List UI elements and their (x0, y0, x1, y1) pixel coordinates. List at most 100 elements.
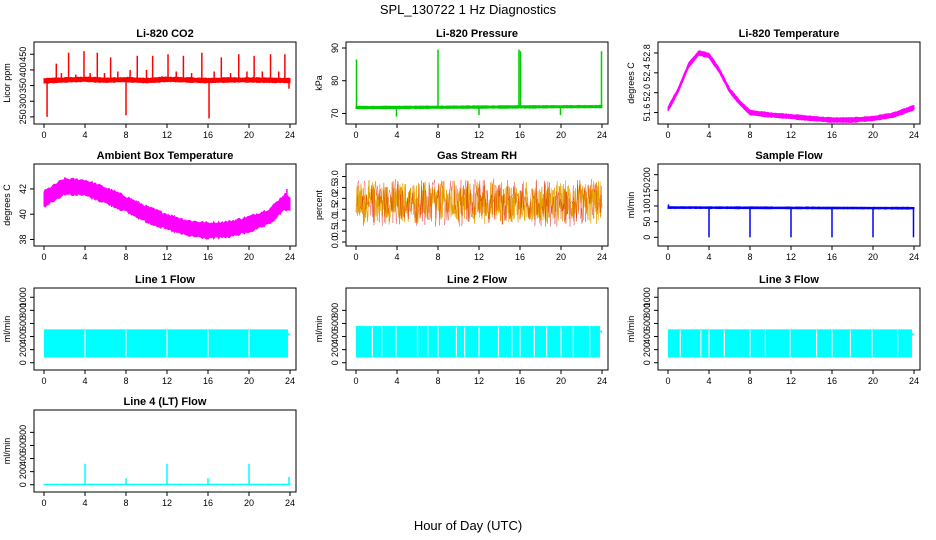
series-band (356, 326, 600, 358)
x-tick-label: 12 (474, 376, 484, 386)
y-tick-label: 1000 (18, 287, 28, 307)
x-tick-label: 8 (123, 376, 128, 386)
x-tick-label: 8 (123, 498, 128, 508)
x-tick-label: 24 (285, 252, 295, 262)
x-tick-label: 12 (474, 252, 484, 262)
x-tick-label: 12 (786, 130, 796, 140)
y-tick-label: 70 (330, 108, 340, 118)
y-tick-label: 1.0 (330, 214, 340, 227)
y-axis-label: ml/min (2, 438, 12, 465)
x-tick-label: 16 (203, 130, 213, 140)
x-tick-label: 8 (123, 130, 128, 140)
x-tick-label: 12 (162, 252, 172, 262)
x-tick-label: 20 (556, 376, 566, 386)
x-tick-label: 24 (597, 376, 607, 386)
plot-frame (345, 41, 609, 125)
y-tick-label: 1.5 (330, 203, 340, 216)
x-tick-label: 16 (203, 376, 213, 386)
x-tick-label: 20 (868, 130, 878, 140)
y-tick-label: 800 (642, 303, 652, 318)
chart-title: Li-820 Temperature (739, 28, 840, 40)
x-tick-label: 20 (868, 376, 878, 386)
chart-title: Li-820 Pressure (436, 28, 518, 40)
x-tick-label: 4 (82, 498, 87, 508)
y-axis-label: ml/min (314, 316, 324, 343)
y-tick-label: 150 (642, 183, 652, 198)
x-tick-label: 4 (706, 252, 711, 262)
x-tick-label: 24 (909, 376, 919, 386)
x-tick-label: 24 (597, 252, 607, 262)
y-axis-label: degrees C (626, 62, 636, 104)
x-tick-label: 24 (285, 498, 295, 508)
y-axis-label: kPa (314, 75, 324, 91)
x-tick-label: 0 (353, 130, 358, 140)
y-axis-label: degrees C (2, 184, 12, 226)
y-tick-label: 0.0 (330, 236, 340, 249)
x-tick-label: 20 (244, 498, 254, 508)
page-title: SPL_130722 1 Hz Diagnostics (379, 2, 557, 17)
chart-title: Line 3 Flow (759, 274, 819, 286)
y-tick-label: 52.0 (642, 84, 652, 102)
x-tick-label: 12 (162, 376, 172, 386)
y-tick-label: 300 (18, 94, 28, 109)
x-tick-label: 8 (435, 252, 440, 262)
chart-title: Line 4 (LT) Flow (124, 396, 207, 408)
y-tick-label: 3.0 (330, 170, 340, 183)
y-tick-label: 0 (642, 360, 652, 365)
series-line-secondary (355, 178, 603, 227)
y-tick-label: 800 (18, 425, 28, 440)
x-tick-label: 12 (786, 252, 796, 262)
y-tick-label: 400 (642, 329, 652, 344)
y-axis-label: Licor ppm (2, 63, 12, 103)
x-tick-label: 16 (515, 130, 525, 140)
series-band (667, 50, 915, 123)
chart-title: Line 2 Flow (447, 274, 507, 286)
plot-frame (33, 287, 297, 371)
x-tick-label: 0 (665, 376, 670, 386)
y-tick-label: 0 (642, 235, 652, 240)
x-tick-label: 8 (123, 252, 128, 262)
y-tick-label: 42 (18, 184, 28, 194)
x-tick-label: 20 (556, 252, 566, 262)
x-tick-label: 8 (747, 252, 752, 262)
x-tick-label: 16 (203, 252, 213, 262)
y-tick-label: 200 (330, 342, 340, 357)
y-tick-label: 40 (18, 209, 28, 219)
x-tick-label: 0 (353, 252, 358, 262)
x-tick-label: 8 (747, 376, 752, 386)
x-tick-label: 4 (394, 130, 399, 140)
x-tick-label: 4 (706, 376, 711, 386)
y-tick-label: 0 (18, 482, 28, 487)
x-tick-label: 8 (435, 130, 440, 140)
chart-title: Ambient Box Temperature (97, 150, 234, 162)
y-axis-label: ml/min (626, 192, 636, 219)
y-tick-label: 200 (642, 167, 652, 182)
y-axis-label: ml/min (626, 316, 636, 343)
x-tick-label: 0 (41, 376, 46, 386)
series-band (43, 176, 291, 240)
x-tick-label: 4 (394, 376, 399, 386)
x-tick-label: 20 (244, 376, 254, 386)
y-axis-label: ml/min (2, 316, 12, 343)
chart-title: Sample Flow (755, 150, 823, 162)
plot-frame (33, 41, 297, 125)
plot-frame (657, 287, 921, 371)
x-tick-label: 12 (162, 130, 172, 140)
x-tick-label: 4 (394, 252, 399, 262)
plot-frame (345, 163, 609, 247)
x-tick-label: 0 (41, 498, 46, 508)
x-tick-label: 20 (556, 130, 566, 140)
y-tick-label: 2.5 (330, 181, 340, 194)
chart-title: Li-820 CO2 (136, 28, 193, 40)
x-tick-label: 4 (82, 252, 87, 262)
x-tick-label: 24 (597, 130, 607, 140)
y-tick-label: 51.6 (642, 104, 652, 122)
y-tick-label: 50 (642, 217, 652, 227)
y-tick-label: 0 (330, 360, 340, 365)
y-tick-label: 90 (330, 43, 340, 53)
y-tick-label: 80 (330, 76, 340, 86)
x-tick-label: 16 (515, 376, 525, 386)
plot-frame (33, 409, 297, 493)
